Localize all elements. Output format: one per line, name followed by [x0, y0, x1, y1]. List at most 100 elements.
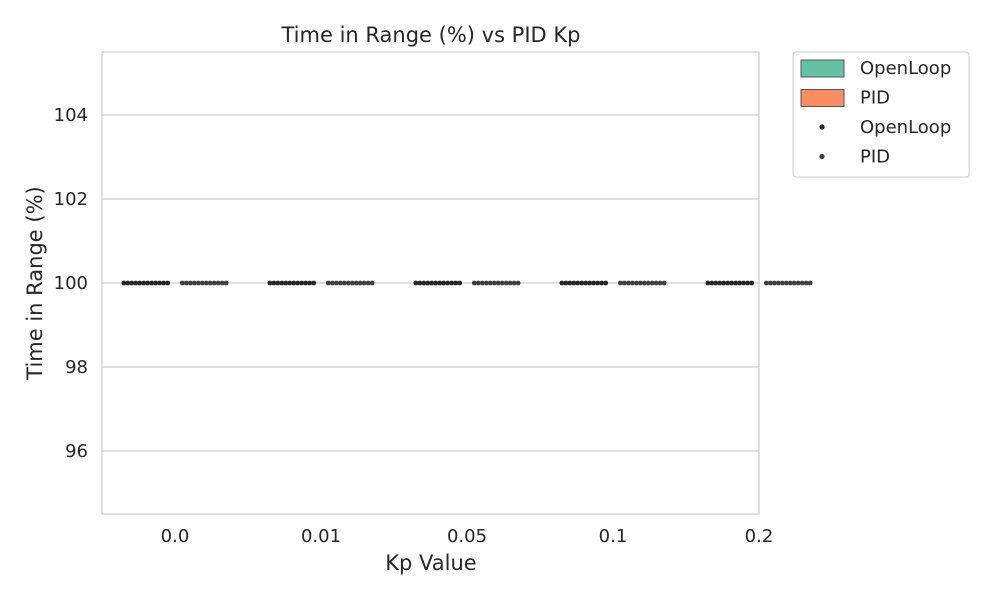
- data-point: [287, 280, 293, 286]
- data-point: [487, 280, 493, 286]
- data-point: [121, 280, 127, 286]
- data-point: [425, 280, 431, 286]
- data-point: [453, 280, 459, 286]
- y-tick-label: 98: [65, 357, 88, 378]
- y-tick-labels: 96 98 100 102 104: [54, 105, 88, 462]
- data-point: [499, 280, 505, 286]
- legend-label: OpenLoop: [860, 58, 951, 79]
- y-tick-label: 100: [54, 273, 88, 294]
- data-point: [125, 280, 131, 286]
- data-point: [149, 280, 155, 286]
- data-point: [179, 280, 185, 286]
- data-point: [625, 280, 631, 286]
- data-point: [749, 280, 755, 286]
- data-point: [587, 280, 593, 286]
- data-point: [329, 280, 335, 286]
- data-point: [595, 280, 601, 286]
- data-point: [361, 280, 367, 286]
- data-point: [771, 280, 777, 286]
- data-point: [211, 280, 217, 286]
- data-point: [591, 280, 597, 286]
- data-point: [337, 280, 343, 286]
- data-point: [449, 280, 455, 286]
- data-point: [475, 280, 481, 286]
- data-point: [271, 280, 277, 286]
- data-point: [133, 280, 139, 286]
- data-point: [579, 280, 585, 286]
- data-point: [779, 280, 785, 286]
- plot-marks: [121, 280, 813, 286]
- data-point: [187, 280, 193, 286]
- data-point: [729, 280, 735, 286]
- data-point: [207, 280, 213, 286]
- data-point: [567, 280, 573, 286]
- data-point: [725, 280, 731, 286]
- data-point: [507, 280, 513, 286]
- data-point: [641, 280, 647, 286]
- x-tick-label: 0.0: [161, 526, 190, 547]
- data-point: [303, 280, 309, 286]
- chart-title: Time in Range (%) vs PID Kp: [281, 23, 581, 47]
- data-point: [433, 280, 439, 286]
- data-point: [803, 280, 809, 286]
- legend-label: PID: [860, 88, 890, 109]
- data-point: [153, 280, 159, 286]
- data-point: [145, 280, 151, 286]
- data-point: [763, 280, 769, 286]
- data-point: [575, 280, 581, 286]
- data-point: [511, 280, 517, 286]
- data-point: [199, 280, 205, 286]
- data-point: [709, 280, 715, 286]
- data-point: [621, 280, 627, 286]
- data-point: [775, 280, 781, 286]
- data-point: [713, 280, 719, 286]
- data-point: [657, 280, 663, 286]
- data-point: [457, 280, 463, 286]
- data-point: [429, 280, 435, 286]
- data-point: [795, 280, 801, 286]
- data-point: [733, 280, 739, 286]
- data-point: [353, 280, 359, 286]
- data-point: [291, 280, 297, 286]
- data-point: [445, 280, 451, 286]
- data-point: [629, 280, 635, 286]
- data-point: [333, 280, 339, 286]
- data-point: [563, 280, 569, 286]
- data-point: [349, 280, 355, 286]
- data-point: [183, 280, 189, 286]
- data-point: [203, 280, 209, 286]
- data-point: [471, 280, 477, 286]
- data-point: [437, 280, 443, 286]
- data-point: [515, 280, 521, 286]
- data-point: [583, 280, 589, 286]
- data-point: [365, 280, 371, 286]
- data-point: [345, 280, 351, 286]
- data-point: [129, 280, 135, 286]
- data-point: [637, 280, 643, 286]
- data-point: [307, 280, 313, 286]
- data-point: [633, 280, 639, 286]
- data-point: [791, 280, 797, 286]
- data-point: [645, 280, 651, 286]
- data-point: [599, 280, 605, 286]
- data-point: [721, 280, 727, 286]
- data-point: [603, 280, 609, 286]
- data-point: [275, 280, 281, 286]
- data-point: [357, 280, 363, 286]
- data-point: [165, 280, 171, 286]
- data-point: [137, 280, 143, 286]
- data-point: [807, 280, 813, 286]
- legend-swatch: [800, 89, 845, 107]
- data-point: [705, 280, 711, 286]
- x-tick-labels: 0.0 0.01 0.05 0.1 0.2: [161, 526, 774, 547]
- data-point: [617, 280, 623, 286]
- data-point: [161, 280, 167, 286]
- y-tick-label: 104: [54, 105, 88, 126]
- legend-label: OpenLoop: [860, 117, 951, 138]
- data-point: [195, 280, 201, 286]
- data-point: [295, 280, 301, 286]
- data-point: [503, 280, 509, 286]
- legend-marker: [819, 124, 825, 130]
- data-point: [661, 280, 667, 286]
